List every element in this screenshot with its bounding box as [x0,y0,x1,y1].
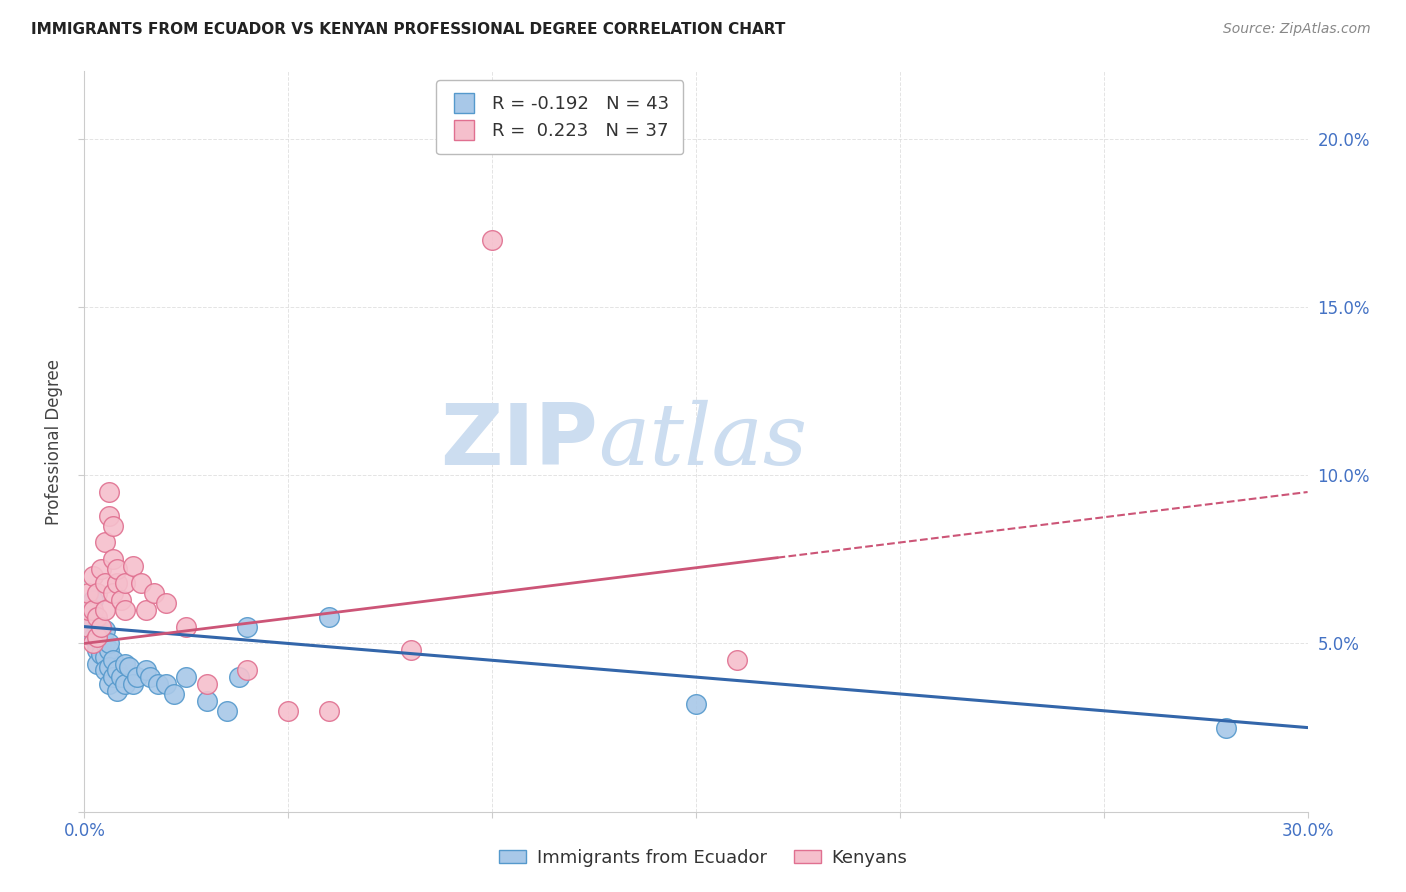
Point [82,592,104,607]
Text: ZIP: ZIP [440,400,598,483]
Point [155,596,177,610]
Point [82,636,104,650]
Legend: R = -0.192   N = 43, R =  0.223   N = 37: R = -0.192 N = 43, R = 0.223 N = 37 [436,80,683,154]
Point [725,653,748,667]
Point [77,619,100,633]
Point [135,664,157,678]
Point [77,586,100,600]
Point [236,664,259,678]
Point [86,636,108,650]
Point [82,603,104,617]
Point [105,562,128,576]
Point [217,704,239,718]
Point [93,575,115,590]
Point [97,660,120,674]
Point [86,609,108,624]
Point [90,636,112,650]
Point [82,613,104,627]
Point [318,609,340,624]
Point [101,518,124,533]
Point [86,657,108,671]
Point [105,575,128,590]
Point [93,535,115,549]
Point [318,704,340,718]
Text: atlas: atlas [598,401,807,483]
Point [174,619,197,633]
Point [97,636,120,650]
Point [77,603,100,617]
Point [685,697,707,711]
Point [135,603,157,617]
Point [195,694,218,708]
Point [1215,721,1237,735]
Point [77,603,100,617]
Point [481,233,503,247]
Point [142,586,165,600]
Point [105,664,128,678]
Point [118,660,141,674]
Point [86,643,108,657]
Point [277,704,299,718]
Point [236,619,259,633]
Point [82,630,104,644]
Point [82,569,104,583]
Point [77,619,100,633]
Point [90,626,112,640]
Point [127,670,149,684]
Point [86,586,108,600]
Point [105,683,128,698]
Y-axis label: Professional Degree: Professional Degree [45,359,63,524]
Point [114,603,136,617]
Point [114,575,136,590]
Point [163,687,186,701]
Point [97,485,120,500]
Text: IMMIGRANTS FROM ECUADOR VS KENYAN PROFESSIONAL DEGREE CORRELATION CHART: IMMIGRANTS FROM ECUADOR VS KENYAN PROFES… [31,22,786,37]
Point [114,657,136,671]
Point [93,623,115,637]
Point [110,592,132,607]
Point [101,552,124,566]
Point [90,647,112,661]
Point [228,670,250,684]
Point [93,649,115,664]
Point [97,677,120,691]
Point [155,677,177,691]
Point [97,508,120,523]
Point [146,677,169,691]
Point [90,562,112,576]
Point [93,603,115,617]
Point [131,575,153,590]
Point [93,664,115,678]
Point [122,677,145,691]
Point [86,630,108,644]
Point [101,586,124,600]
Point [399,643,422,657]
Point [114,677,136,691]
Point [122,559,145,574]
Point [93,636,115,650]
Point [97,643,120,657]
Point [101,653,124,667]
Point [195,677,218,691]
Point [101,670,124,684]
Text: Source: ZipAtlas.com: Source: ZipAtlas.com [1223,22,1371,37]
Point [174,670,197,684]
Point [90,619,112,633]
Point [86,619,108,633]
Point [138,670,160,684]
Legend: Immigrants from Ecuador, Kenyans: Immigrants from Ecuador, Kenyans [491,842,915,874]
Point [110,670,132,684]
